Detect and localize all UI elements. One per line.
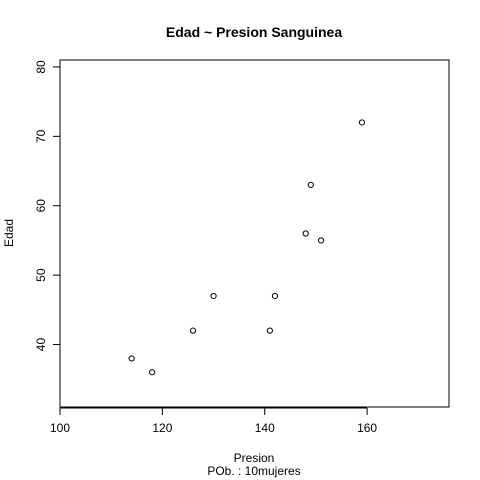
data-points [128,119,366,376]
data-point [271,292,279,300]
x-tick-label: 100 [50,421,70,435]
plot-frame [59,59,450,408]
x-tick-label: 160 [357,421,377,435]
y-tick-label: 40 [34,338,48,352]
data-point [317,237,325,244]
x-tick-label: 140 [255,421,275,435]
data-point [358,119,366,126]
y-tick-label: 80 [34,60,48,74]
y-axis: 40 50 60 70 80 [34,60,61,352]
x-axis-label: Presion [234,451,275,465]
y-tick-label: 50 [34,268,48,282]
chart-title: Edad ~ Presion Sanguinea [166,24,342,40]
data-point [189,327,197,334]
data-point [149,369,156,376]
data-point [302,230,309,237]
data-point [307,181,314,189]
x-tick-label: 120 [152,421,172,435]
chart-subtitle: POb. : 10mujeres [207,464,300,478]
data-point [210,292,217,300]
x-axis: 100 120 140 160 [50,407,377,435]
y-tick-label: 70 [34,129,48,143]
y-axis-label: Edad [2,219,16,247]
y-tick-label: 60 [34,199,48,213]
data-point [266,327,273,334]
data-point [128,355,135,362]
